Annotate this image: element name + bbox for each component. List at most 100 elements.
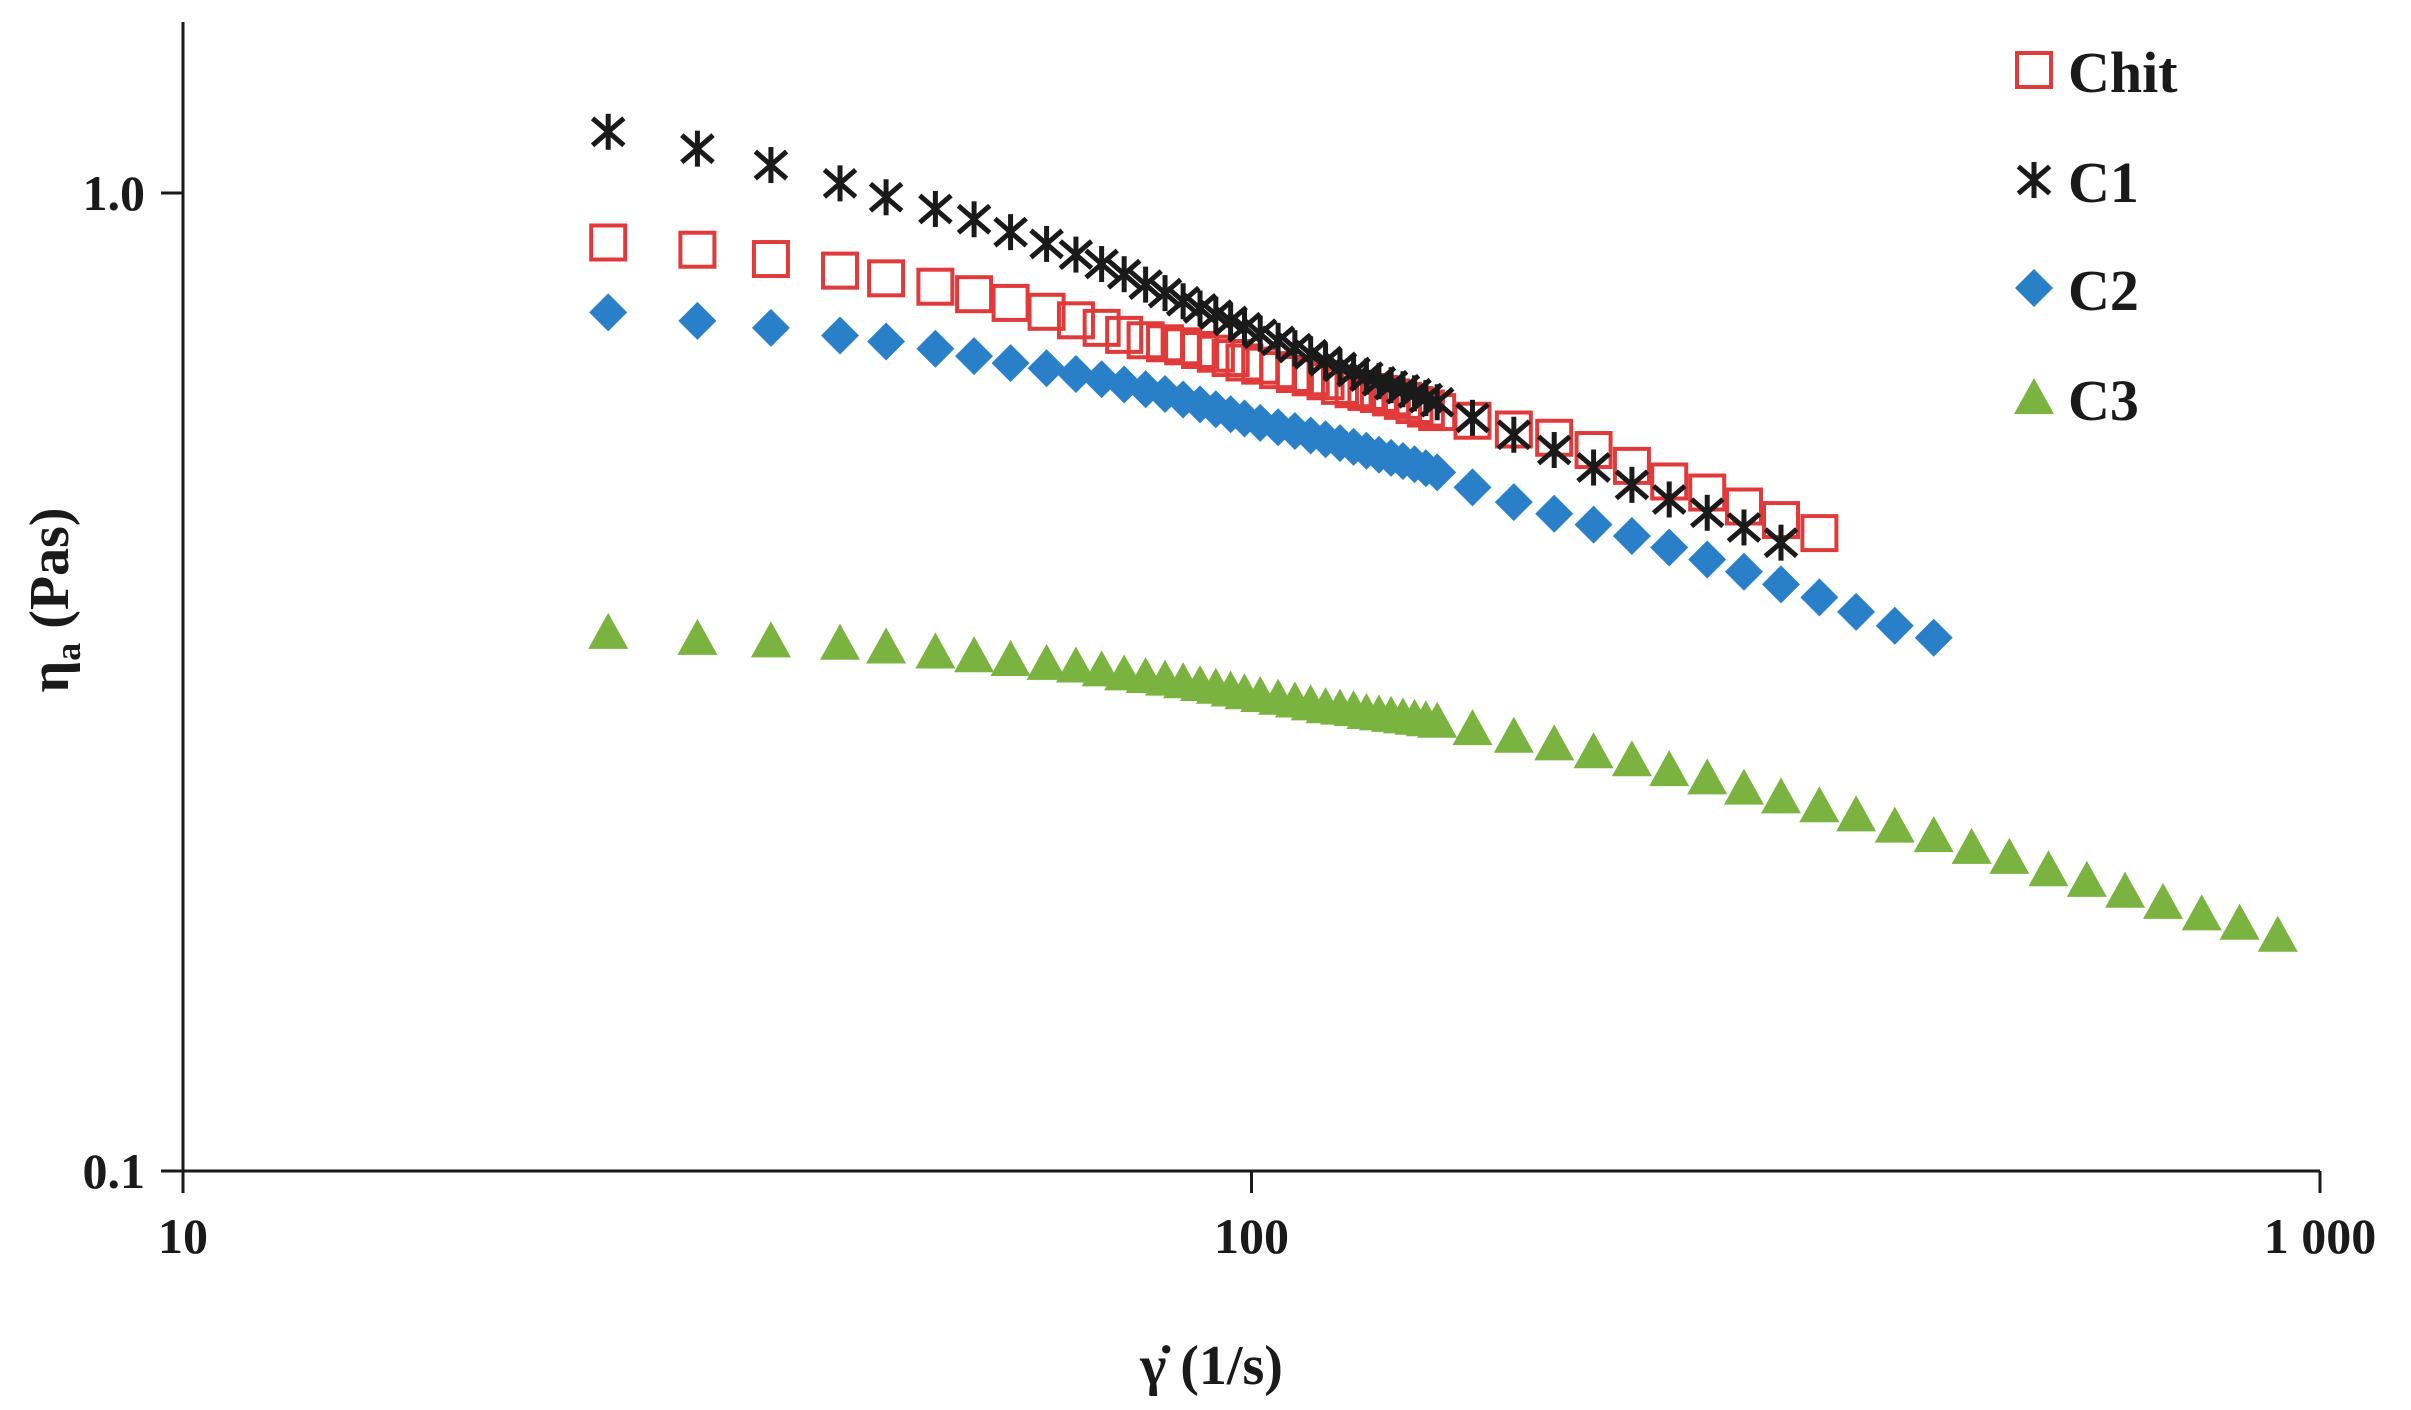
legend-marker: [2016, 162, 2052, 198]
data-point: [1914, 618, 1953, 657]
data-point: [1688, 540, 1727, 579]
data-point: [1126, 321, 1165, 360]
data-point: [991, 344, 1030, 383]
legend-label: C2: [2068, 258, 2139, 323]
data-point: [1106, 256, 1142, 293]
data-point: [954, 636, 995, 673]
data-point: [1242, 315, 1278, 352]
legend-label: Chit: [2068, 40, 2178, 105]
data-point: [1763, 524, 1799, 561]
data-point: [1452, 709, 1493, 746]
data-point: [1453, 468, 1492, 507]
data-point: [1649, 750, 1690, 787]
data-point: [751, 240, 790, 279]
data-point: [1056, 301, 1095, 340]
data-point: [918, 191, 953, 228]
y-tick-label: 0.1: [83, 1143, 146, 1199]
data-point: [1650, 528, 1689, 567]
data-point: [1723, 768, 1764, 805]
data-point: [867, 259, 906, 298]
data-point: [1874, 806, 1915, 843]
x-tick-label: 1 000: [2264, 1208, 2377, 1264]
x-axis-title: γ̇ (1/s): [1139, 1335, 1283, 1397]
data-point: [589, 293, 628, 332]
data-point: [915, 632, 956, 669]
data-point: [1418, 453, 1457, 492]
legend-item-chit: Chit: [2015, 40, 2178, 105]
data-point: [677, 618, 718, 655]
data-point: [1496, 416, 1532, 453]
x-tick-label: 100: [1214, 1208, 1289, 1264]
data-point: [1989, 837, 2030, 874]
data-point: [1612, 516, 1651, 555]
data-point: [822, 165, 858, 202]
data-point: [993, 214, 1028, 251]
data-point: [678, 301, 717, 340]
data-point: [1027, 349, 1066, 388]
data-point: [1799, 786, 1840, 823]
y-axis-title-unit: (Pas): [19, 507, 81, 642]
data-point: [821, 316, 860, 355]
series-c2: [589, 293, 1953, 657]
data-point: [1419, 384, 1455, 421]
axes: [161, 22, 2322, 1193]
y-axis-title-symbol: η: [19, 661, 81, 693]
data-point: [1724, 552, 1763, 591]
data-point: [955, 275, 994, 314]
data-point: [590, 113, 626, 150]
data-point: [2219, 903, 2260, 940]
series-c3: [588, 612, 2298, 952]
data-point: [2181, 894, 2222, 931]
axis-labels: 10 100 1 000 0.1 1.0 γ̇ (1/s) ηa (Pas): [19, 165, 2376, 1397]
data-point: [1760, 777, 1801, 814]
data-point: [1536, 432, 1572, 469]
data-point: [1056, 355, 1095, 394]
legend-label: C1: [2068, 150, 2139, 215]
data-point: [1055, 646, 1096, 683]
legend-item-c1: C1: [2016, 150, 2139, 215]
data-point: [589, 223, 628, 262]
data-point: [1128, 266, 1163, 303]
data-point: [680, 130, 715, 167]
data-point: [2028, 850, 2069, 887]
data-point: [1836, 795, 1877, 832]
data-point: [1494, 483, 1533, 522]
legend: Chit C1 C2 C3: [2014, 40, 2178, 433]
y-tick-label: 1.0: [83, 165, 146, 221]
data-point: [1058, 236, 1094, 273]
legend-item-c3: C3: [2014, 368, 2139, 433]
data-point: [2143, 882, 2184, 919]
y-axis-title: ηa (Pas): [19, 507, 88, 692]
legend-marker: [2014, 378, 2054, 414]
data-point: [1573, 732, 1614, 769]
data-point: [1455, 399, 1490, 436]
legend-item-c2: C2: [2015, 258, 2139, 323]
data-point: [1534, 724, 1575, 761]
data-point: [1535, 494, 1574, 533]
data-point: [1026, 643, 1067, 680]
data-point: [866, 627, 907, 664]
data-point: [1147, 275, 1183, 312]
series-chit: [589, 223, 1839, 553]
series-c1: [590, 113, 1799, 561]
data-point: [1687, 758, 1728, 795]
data-point: [990, 640, 1031, 677]
data-point: [1614, 466, 1650, 503]
data-point: [2066, 860, 2107, 897]
data-point: [678, 230, 717, 269]
data-point: [1165, 283, 1201, 320]
data-point: [1105, 315, 1144, 354]
data-point: [1574, 505, 1613, 544]
data-point: [1084, 246, 1119, 283]
data-point: [2257, 915, 2298, 952]
data-point: [868, 179, 904, 216]
data-point: [588, 612, 629, 649]
data-point: [1761, 565, 1800, 604]
data-point: [1726, 509, 1762, 546]
data-point: [1196, 334, 1235, 373]
data-point: [1913, 816, 1954, 853]
legend-marker: [2015, 269, 2053, 307]
data-point: [867, 322, 906, 361]
data-point: [956, 201, 992, 238]
